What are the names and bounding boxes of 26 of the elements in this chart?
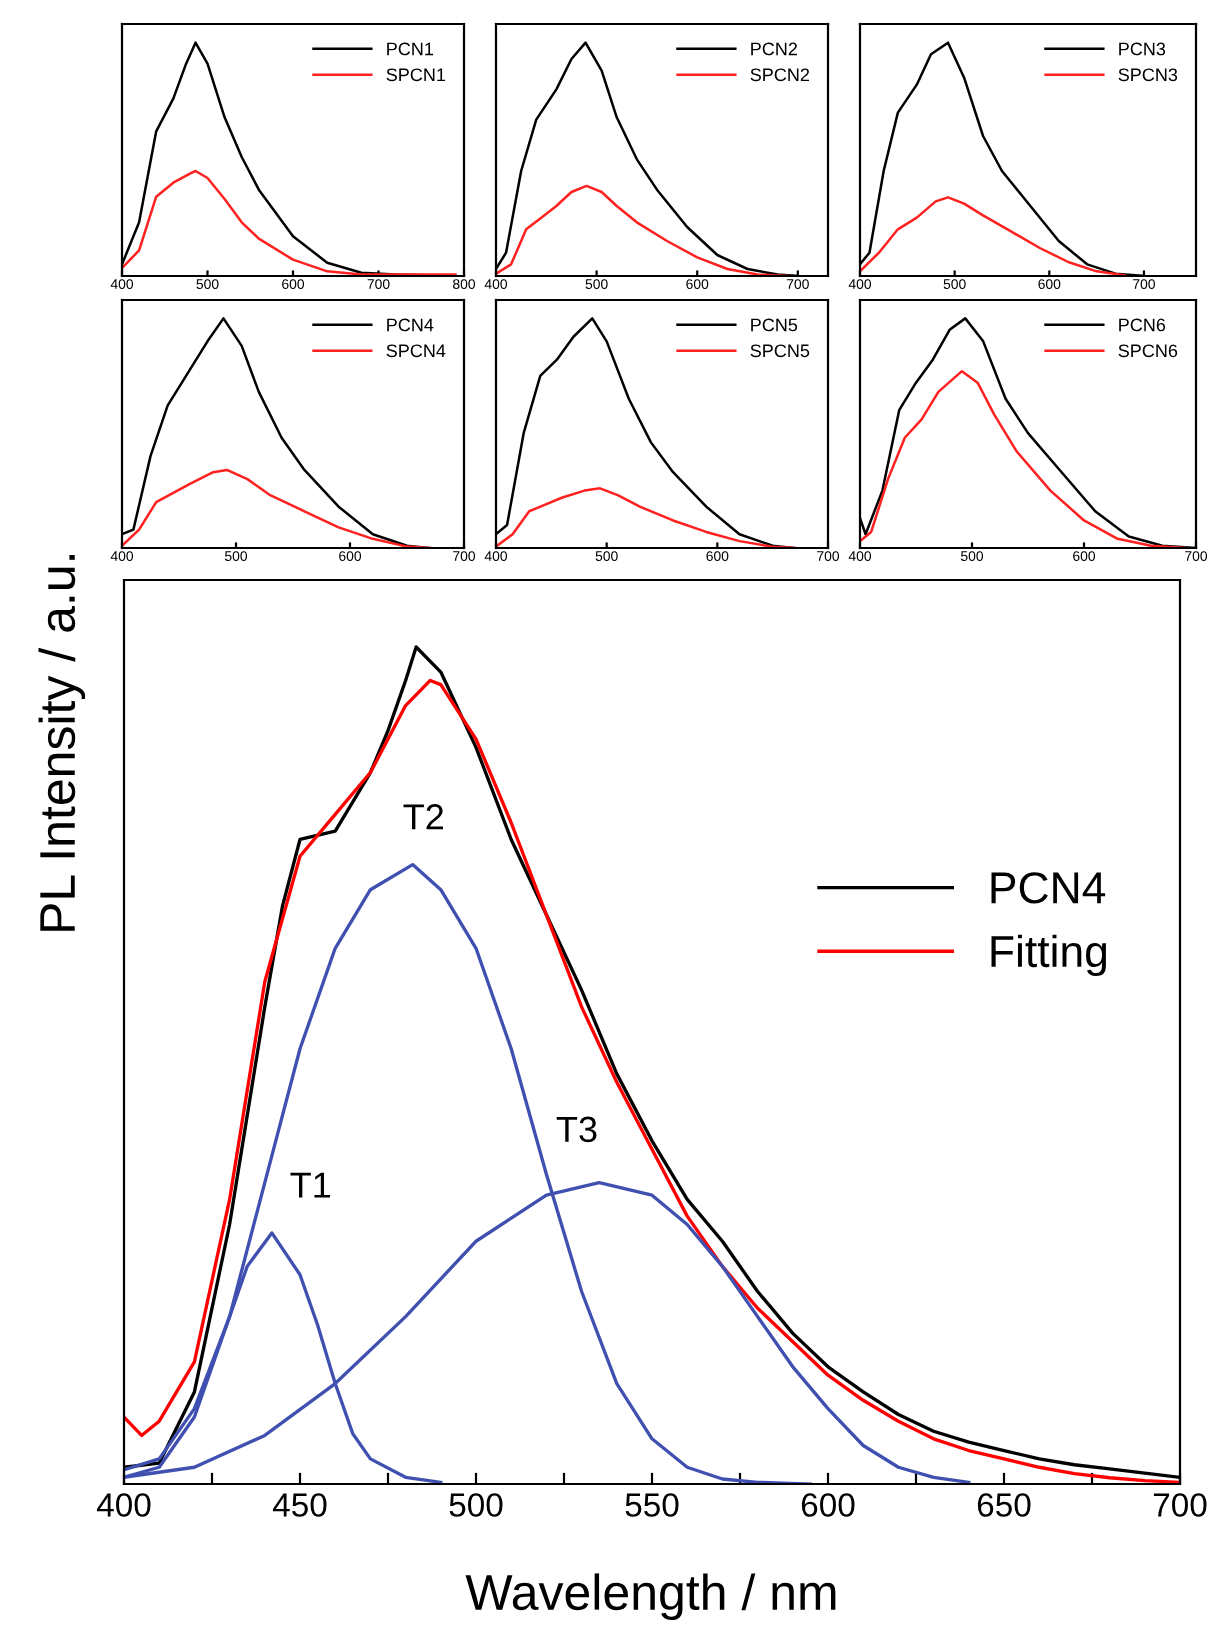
- y-axis-title: PL Intensity / a.u.: [38, 555, 86, 931]
- legend-label: SPCN3: [1118, 68, 1178, 82]
- legend-label: PCN6: [1119, 318, 1166, 332]
- annotation: T3: [556, 1116, 597, 1143]
- annotation: T1: [290, 1172, 331, 1198]
- x-tick-label: 400: [96, 1493, 151, 1517]
- x-tick-label: 500: [449, 1493, 503, 1517]
- legend-label: PCN5: [751, 318, 798, 332]
- legend-label: SPCN6: [1118, 344, 1178, 358]
- x-tick-label: 550: [625, 1493, 679, 1517]
- legend-label: SPCN4: [386, 344, 446, 358]
- x-tick-label: 450: [272, 1493, 327, 1517]
- x-axis-title: Wavelength / nm: [465, 1573, 836, 1621]
- legend-label: SPCN2: [750, 68, 810, 82]
- annotation: T2: [403, 804, 444, 830]
- legend-label: SPCN1: [386, 68, 446, 82]
- x-tick-label: 600: [801, 1493, 855, 1517]
- legend-label: Fitting: [991, 934, 1107, 977]
- legend-label: PCN1: [387, 42, 434, 56]
- legend-label: SPCN5: [750, 344, 810, 358]
- legend-label: PCN3: [1119, 42, 1166, 56]
- legend-label: PCN2: [751, 42, 797, 56]
- legend-label: PCN4: [387, 318, 434, 332]
- legend-label: PCN4: [991, 872, 1106, 904]
- x-tick-label: 700: [1153, 1493, 1207, 1517]
- x-tick-label: 650: [977, 1493, 1031, 1517]
